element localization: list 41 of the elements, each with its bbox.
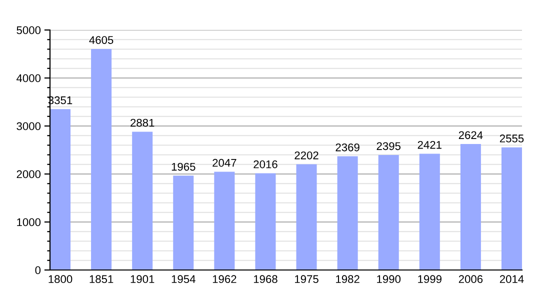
data-label: 2202 (294, 151, 318, 160)
data-label: 4605 (89, 36, 114, 44)
x-tick-label: 2014 (500, 275, 524, 284)
x-tick-label: 1968 (254, 275, 278, 284)
bar (173, 176, 194, 270)
bar (419, 154, 440, 270)
x-tick-label: 1990 (377, 275, 401, 284)
x-tick-label: 1982 (336, 275, 360, 284)
data-label: 2016 (254, 160, 278, 168)
bar (296, 164, 317, 270)
bar (337, 156, 358, 270)
bar (378, 155, 399, 270)
data-label: 2555 (500, 134, 524, 142)
x-tick-label: 2006 (458, 275, 483, 284)
y-tick-label: 3000 (16, 122, 41, 130)
x-tick-label: 1975 (295, 275, 318, 284)
x-tick-label: 1800 (48, 275, 72, 284)
y-tick-label: 0 (35, 266, 41, 274)
bar (501, 147, 522, 270)
y-tick-label: 5000 (16, 26, 41, 34)
x-tick-label: 1962 (212, 275, 236, 284)
bar (50, 109, 71, 270)
data-label: 2369 (336, 143, 360, 152)
bar (132, 132, 153, 270)
y-tick-label: 4000 (16, 74, 41, 82)
y-tick-label: 1000 (17, 218, 41, 226)
data-label: 2881 (130, 118, 154, 127)
data-label: 2624 (458, 131, 483, 140)
data-label: 2421 (418, 140, 442, 149)
data-label: 2395 (376, 142, 401, 150)
x-tick-label: 1901 (130, 275, 154, 284)
data-label: 1965 (172, 162, 196, 171)
x-tick-label: 1851 (90, 275, 114, 284)
x-tick-label: 1999 (418, 275, 442, 284)
bar (91, 48, 112, 270)
x-tick-label: 1954 (172, 275, 196, 284)
bar (214, 172, 235, 270)
bar (460, 144, 481, 270)
data-label: 2047 (212, 158, 236, 167)
y-tick-label: 2000 (16, 170, 41, 178)
bar (255, 173, 276, 270)
